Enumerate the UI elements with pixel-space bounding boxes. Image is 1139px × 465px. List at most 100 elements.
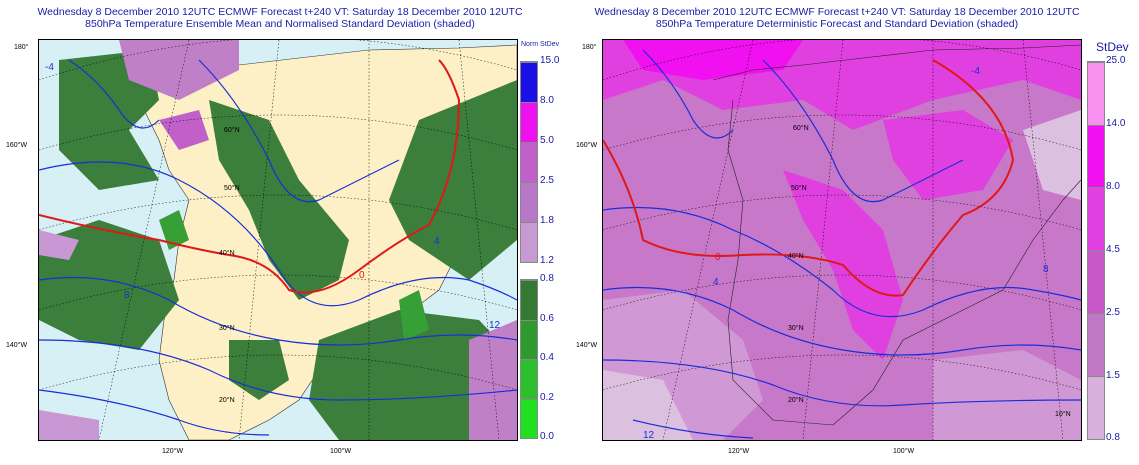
right-cbar-tick-4.5: 4.5 [1106, 244, 1120, 255]
right-cbar-seg-4 [1088, 313, 1104, 376]
lat-label-50n: 50°N [791, 184, 807, 192]
left-lon-label-180: 180° [14, 44, 29, 51]
left-cbar-green-3 [521, 399, 537, 438]
left-cbar-seg-0 [521, 62, 537, 102]
temperature-contours [603, 49, 1081, 439]
zero-degree-contour [603, 59, 1015, 297]
purple-shade-pacific [39, 230, 79, 260]
right-cbar-tick-2.5: 2.5 [1106, 307, 1120, 318]
lat-label-30n: 30°N [788, 324, 804, 332]
right-cbar-seg-5 [1088, 376, 1104, 439]
right-cbar-seg-1 [1088, 125, 1104, 187]
contour-label-neg4: -4 [45, 62, 54, 73]
right-colorbar-title: StDev [1096, 40, 1129, 54]
left-cbar-tick-1.2: 1.2 [540, 255, 554, 266]
right-map: 0 4 8 12 -4 30°N 40°N 50°N 60°N 20°N 10°… [602, 39, 1082, 441]
right-colorbar [1087, 61, 1105, 440]
graticule [39, 40, 517, 440]
magenta-patch-northwest [159, 110, 209, 150]
right-map-canvas: 0 4 8 12 -4 30°N 40°N 50°N 60°N 20°N 10°… [603, 40, 1081, 440]
left-cbar-seg-4 [521, 222, 537, 262]
right-lon-label-140w: 140°W [576, 342, 598, 349]
green-shade-atlantic [309, 310, 517, 440]
left-title-line2: 850hPa Temperature Ensemble Mean and Nor… [85, 18, 475, 30]
contour-label-4: 4 [434, 236, 440, 247]
left-map: 0 4 8 12 -4 30°N 40°N 50°N 60°N 20°N [38, 39, 518, 441]
right-cbar-tick-1.5: 1.5 [1106, 370, 1120, 381]
left-cbar-tick-8: 8.0 [540, 95, 554, 106]
stdev-peak [623, 40, 803, 80]
contour-label-12: 12 [643, 430, 655, 440]
zero-degree-contour [39, 59, 461, 294]
right-cbar-tick-14: 14.0 [1106, 118, 1126, 129]
lat-label-60n: 60°N [224, 126, 240, 134]
left-lon-label-100w: 100°W [330, 448, 352, 455]
stdev-low-south [603, 370, 693, 440]
right-cbar-seg-2 [1088, 187, 1104, 250]
green-light-patch-2 [399, 290, 429, 340]
contour-label-neg4: -4 [971, 66, 980, 77]
lat-label-20n: 20°N [788, 396, 804, 404]
green-shade-pacific-2 [39, 220, 179, 350]
left-cbar-tick-0.2: 0.2 [540, 392, 554, 403]
lat-label-20n: 20°N [219, 396, 235, 404]
left-colorbar-title: Norm StDev [521, 41, 560, 48]
left-cbar-green-1 [521, 320, 537, 359]
lat-label-40n: 40°N [219, 249, 235, 257]
right-cbar-seg-3 [1088, 250, 1104, 313]
contour-label-0: 0 [715, 252, 721, 263]
contour-label-8: 8 [124, 290, 130, 301]
lat-label-50n: 50°N [224, 184, 240, 192]
graticule [603, 40, 1081, 440]
left-cbar-seg-1 [521, 102, 537, 142]
right-lon-label-100w: 100°W [893, 448, 915, 455]
contour-label-0: 0 [359, 270, 365, 281]
temperature-contours [39, 59, 517, 436]
stdev-low-atlantic [933, 350, 1081, 440]
left-colorbar-lower [520, 279, 538, 439]
left-cbar-tick-1.8: 1.8 [540, 215, 554, 226]
stdev-low-east [1023, 110, 1081, 200]
left-cbar-tick-0.8: 0.8 [540, 273, 554, 284]
contour-label-4: 4 [713, 277, 719, 288]
left-cbar-seg-3 [521, 182, 537, 222]
left-lon-label-120w: 120°W [162, 448, 184, 455]
lat-label-60n: 60°N [793, 124, 809, 132]
right-cbar-tick-8: 8.0 [1106, 181, 1120, 192]
coastlines [712, 44, 1081, 426]
stdev-high-canada [883, 110, 1013, 200]
left-cbar-tick-2.5: 2.5 [540, 175, 554, 186]
purple-shade-south [39, 410, 99, 440]
left-lon-label-140w: 140°W [6, 342, 28, 349]
contour-label-8: 8 [1043, 264, 1049, 275]
left-cbar-green-0 [521, 280, 537, 320]
left-cbar-seg-2 [521, 142, 537, 182]
green-shade-pacific [59, 50, 159, 190]
contour-label-12: 12 [489, 320, 501, 331]
right-lon-label-120w: 120°W [728, 448, 750, 455]
right-cbar-tick-0.8: 0.8 [1106, 432, 1120, 443]
left-cbar-tick-15: 15.0 [540, 55, 560, 66]
left-cbar-tick-0.4: 0.4 [540, 352, 554, 363]
left-colorbar-upper [520, 61, 538, 263]
green-shade-midwest [209, 100, 349, 300]
left-title-line1: Wednesday 8 December 2010 12UTC ECMWF Fo… [37, 6, 523, 18]
left-cbar-tick-0.0: 0.0 [540, 431, 554, 442]
left-lon-label-160w: 160°W [6, 142, 28, 149]
left-cbar-green-2 [521, 359, 537, 399]
purple-shade-alaska [119, 40, 239, 100]
right-cbar-seg-0 [1088, 62, 1104, 125]
right-title-line1: Wednesday 8 December 2010 12UTC ECMWF Fo… [594, 6, 1080, 18]
lat-label-10n: 10°N [1055, 410, 1071, 418]
right-lon-label-160w: 160°W [576, 142, 598, 149]
green-light-patch [159, 210, 189, 250]
purple-shade-gulf [469, 320, 517, 440]
right-cbar-tick-25: 25.0 [1106, 55, 1126, 66]
right-title-line2: 850hPa Temperature Deterministic Forecas… [655, 18, 1019, 30]
left-map-canvas: 0 4 8 12 -4 30°N 40°N 50°N 60°N 20°N [39, 40, 517, 440]
left-cbar-tick-5: 5.0 [540, 135, 554, 146]
right-lon-label-180: 180° [582, 44, 597, 51]
lat-label-40n: 40°N [788, 252, 804, 260]
lat-label-30n: 30°N [219, 324, 235, 332]
left-cbar-tick-0.6: 0.6 [540, 313, 554, 324]
